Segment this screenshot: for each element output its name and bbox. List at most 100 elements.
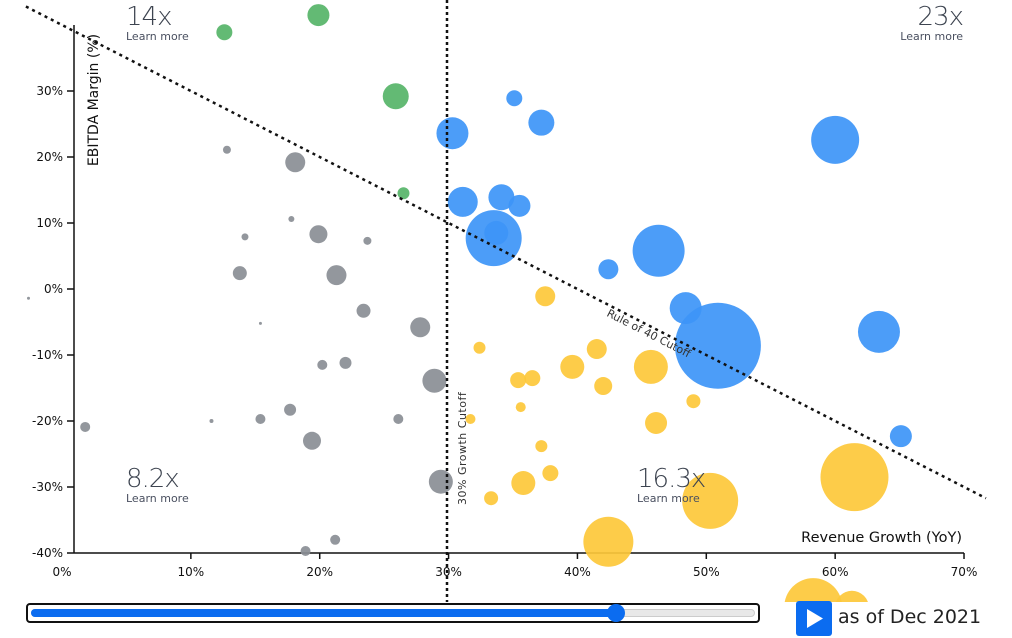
gray-bubble[interactable] (326, 265, 347, 286)
yellow-bubble[interactable] (511, 471, 536, 496)
blue-bubble[interactable] (857, 310, 900, 353)
gray-bubble[interactable] (258, 321, 262, 325)
green-bubble[interactable] (216, 24, 233, 41)
gray-bubble[interactable] (26, 296, 30, 300)
gray-bubble[interactable] (363, 236, 372, 245)
y-tick-label: 0% (44, 282, 63, 296)
yellow-bubble[interactable] (465, 414, 476, 425)
quadrant-multiple: 23x (917, 2, 964, 32)
gray-bubble[interactable] (410, 317, 431, 338)
gray-bubble[interactable] (330, 534, 341, 545)
x-tick-label: 40% (564, 565, 591, 579)
growth-cutoff-label: 30% Growth Cutoff (456, 391, 469, 505)
x-tick-label: 10% (178, 565, 205, 579)
y-axis-title: EBITDA Margin (%) (86, 34, 102, 166)
x-tick-label: 50% (693, 565, 720, 579)
blue-bubble[interactable] (506, 90, 523, 107)
blue-bubble[interactable] (447, 186, 478, 217)
y-tick-label: 30% (36, 84, 63, 98)
x-axis-title: Revenue Growth (YoY) (801, 530, 962, 546)
gray-bubble[interactable] (241, 233, 249, 241)
axes: 0% 10% 20% 30% 40% 50% 60% 70% 30% 20% 10% 0% -10% -… (32, 25, 977, 579)
x-tick-label: 70% (951, 565, 978, 579)
yellow-bubble[interactable] (586, 339, 607, 360)
quadrant-bottom-right: 16.3x Learn more (637, 464, 706, 505)
quadrant-bottom-left: 8.2x Learn more (126, 466, 189, 504)
yellow-bubble[interactable] (473, 341, 486, 354)
yellow-bubble[interactable] (820, 443, 889, 512)
gray-bubble[interactable] (285, 152, 306, 173)
yellow-bubble[interactable] (535, 286, 556, 307)
yellow-bubble[interactable] (682, 472, 739, 529)
green-bubble[interactable] (397, 187, 410, 200)
x-tick-label: 60% (822, 565, 849, 579)
gray-bubble[interactable] (428, 469, 453, 494)
gray-bubble[interactable] (356, 303, 371, 318)
quadrant-multiple: 14x (126, 2, 172, 32)
slider-fill (31, 609, 616, 617)
blue-bubble[interactable] (598, 259, 619, 280)
play-icon (807, 609, 823, 628)
blue-bubble[interactable] (632, 224, 685, 277)
gray-bubble[interactable] (309, 225, 328, 244)
bubble-chart: 0% 10% 20% 30% 40% 50% 60% 70% 30% 20% 10% 0% -10% -… (25, 0, 987, 602)
learn-more-link[interactable]: Learn more (900, 30, 963, 43)
gray-bubble[interactable] (300, 546, 311, 557)
yellow-bubble[interactable] (594, 377, 613, 396)
gray-bubble[interactable] (80, 421, 91, 432)
slider-thumb[interactable] (606, 604, 625, 622)
blue-bubble[interactable] (674, 302, 761, 389)
quadrant-multiple: 16.3x (637, 464, 706, 494)
timeline-slider[interactable] (26, 603, 760, 623)
x-tick-label: 20% (306, 565, 333, 579)
green-bubble[interactable] (382, 83, 409, 110)
blue-bubble[interactable] (889, 425, 912, 448)
blue-bubble[interactable] (484, 220, 509, 245)
quadrant-top-right: 23x Learn more (900, 2, 964, 43)
x-tick-label: 0% (52, 565, 71, 579)
gray-bubble[interactable] (422, 368, 447, 393)
play-button[interactable] (796, 601, 832, 636)
yellow-bubble[interactable] (542, 465, 559, 482)
gray-bubble[interactable] (209, 419, 214, 423)
gray-bubble[interactable] (339, 356, 352, 369)
y-tick-label: -30% (32, 480, 63, 494)
gray-bubble[interactable] (393, 414, 404, 425)
blue-bubble[interactable] (528, 109, 555, 136)
yellow-bubble[interactable] (510, 372, 527, 389)
yellow-bubble[interactable] (515, 402, 526, 413)
quadrant-multiple: 8.2x (126, 464, 180, 494)
blue-bubble[interactable] (436, 117, 469, 150)
yellow-bubble[interactable] (835, 590, 869, 602)
yellow-bubble[interactable] (784, 578, 842, 602)
yellow-bubble[interactable] (686, 394, 701, 409)
learn-more-link[interactable]: Learn more (637, 492, 700, 505)
yellow-bubble[interactable] (524, 370, 541, 387)
rule-of-40-line (25, 5, 987, 500)
y-tick-label: -40% (32, 546, 63, 560)
gray-bubble[interactable] (232, 266, 247, 281)
yellow-bubble[interactable] (645, 411, 668, 434)
gray-bubble[interactable] (317, 359, 328, 370)
y-tick-label: 20% (36, 150, 63, 164)
y-tick-label: -10% (32, 348, 63, 362)
x-tick-label: 30% (435, 565, 462, 579)
as-of-date: as of Dec 2021 (838, 606, 982, 628)
learn-more-link[interactable]: Learn more (126, 30, 189, 43)
yellow-bubble[interactable] (535, 440, 548, 453)
gray-bubble[interactable] (255, 414, 266, 425)
quadrant-top-left: 14x Learn more (126, 4, 189, 42)
green-bubble[interactable] (307, 4, 330, 27)
gray-bubble[interactable] (288, 216, 295, 223)
yellow-bubble[interactable] (583, 516, 634, 567)
gray-bubble[interactable] (222, 145, 231, 154)
learn-more-link[interactable]: Learn more (126, 492, 189, 505)
blue-bubble[interactable] (508, 194, 531, 217)
yellow-bubble[interactable] (633, 349, 668, 384)
blue-bubble[interactable] (811, 115, 860, 164)
yellow-bubble[interactable] (560, 354, 585, 379)
yellow-bubble[interactable] (484, 491, 499, 506)
gray-bubble[interactable] (284, 403, 297, 416)
gray-bubble[interactable] (302, 431, 321, 450)
blue-bubble[interactable] (488, 184, 515, 211)
